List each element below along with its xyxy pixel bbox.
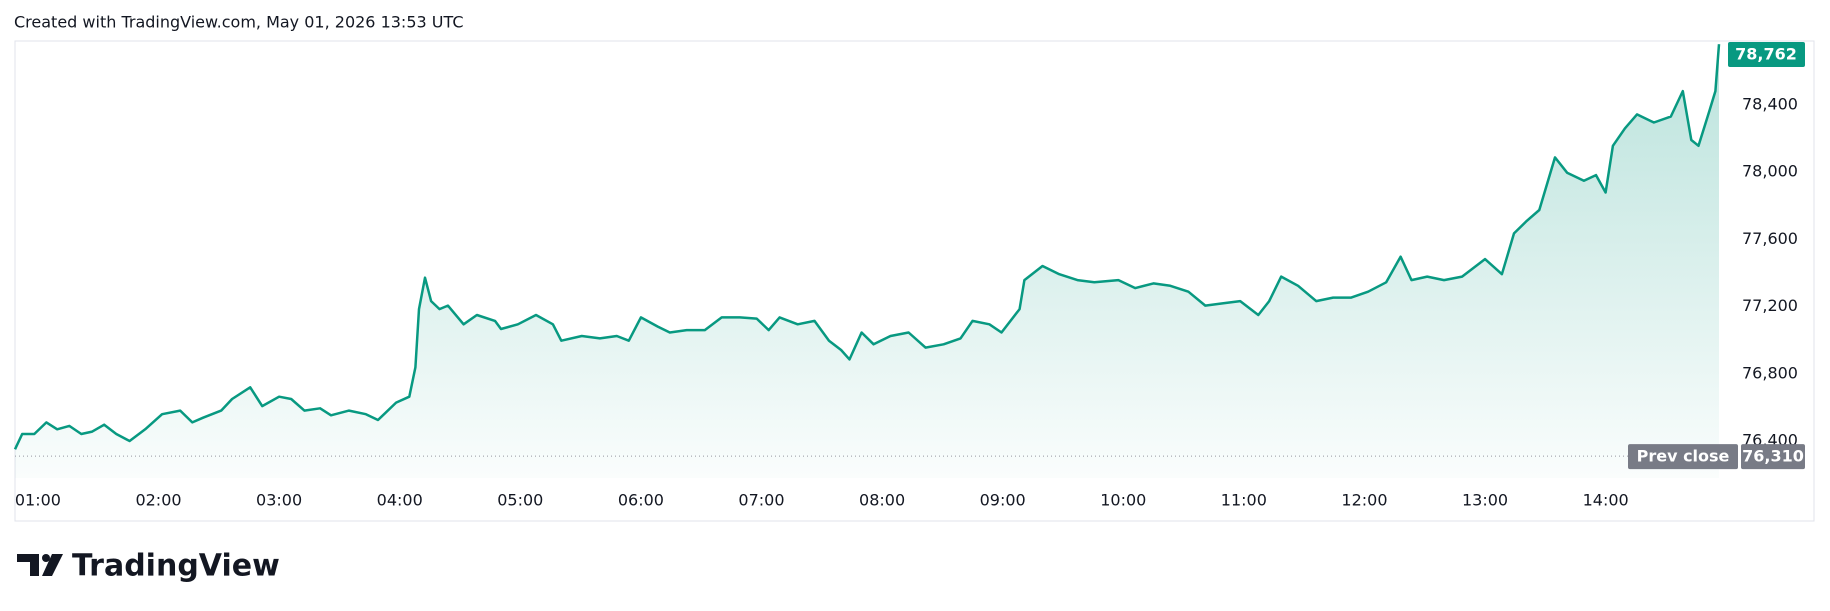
x-tick-label: 10:00 (1100, 491, 1146, 510)
y-tick-label: 76,800 (1742, 363, 1798, 382)
x-tick-label: 02:00 (135, 491, 181, 510)
logo: TradingView (17, 549, 280, 584)
x-tick-label: 06:00 (618, 491, 664, 510)
y-tick-label: 78,400 (1742, 95, 1798, 114)
x-tick-label: 05:00 (497, 491, 543, 510)
x-tick-label: 01:00 (15, 491, 61, 510)
prev-close-badge (1741, 444, 1805, 470)
chart-frame (14, 40, 1815, 522)
x-tick-label: 13:00 (1462, 491, 1508, 510)
prev-close-name: Prev close (1637, 447, 1730, 466)
x-tick-label: 04:00 (377, 491, 423, 510)
x-tick-label: 07:00 (738, 491, 784, 510)
x-tick-label: 09:00 (980, 491, 1026, 510)
area-fill (15, 44, 1719, 478)
x-tick-label: 12:00 (1341, 491, 1387, 510)
brand: TradingView (72, 549, 280, 584)
x-tick-label: 08:00 (859, 491, 905, 510)
x-tick-label: 03:00 (256, 491, 302, 510)
prev-close-label: 76,310 (1742, 447, 1804, 466)
x-tick-label: 11:00 (1221, 491, 1267, 510)
prev-close-name-badge (1628, 444, 1738, 470)
last-price-label: 78,762 (1735, 45, 1797, 64)
y-tick-label: 77,600 (1742, 229, 1798, 248)
header: Created with TradingView.com, May 01, 20… (14, 13, 463, 32)
price-line (13, 44, 1721, 450)
last-price-badge (1728, 42, 1805, 67)
y-tick-label: 77,200 (1742, 296, 1798, 315)
x-tick-label: 14:00 (1583, 491, 1629, 510)
y-tick-label: 78,000 (1742, 162, 1798, 181)
